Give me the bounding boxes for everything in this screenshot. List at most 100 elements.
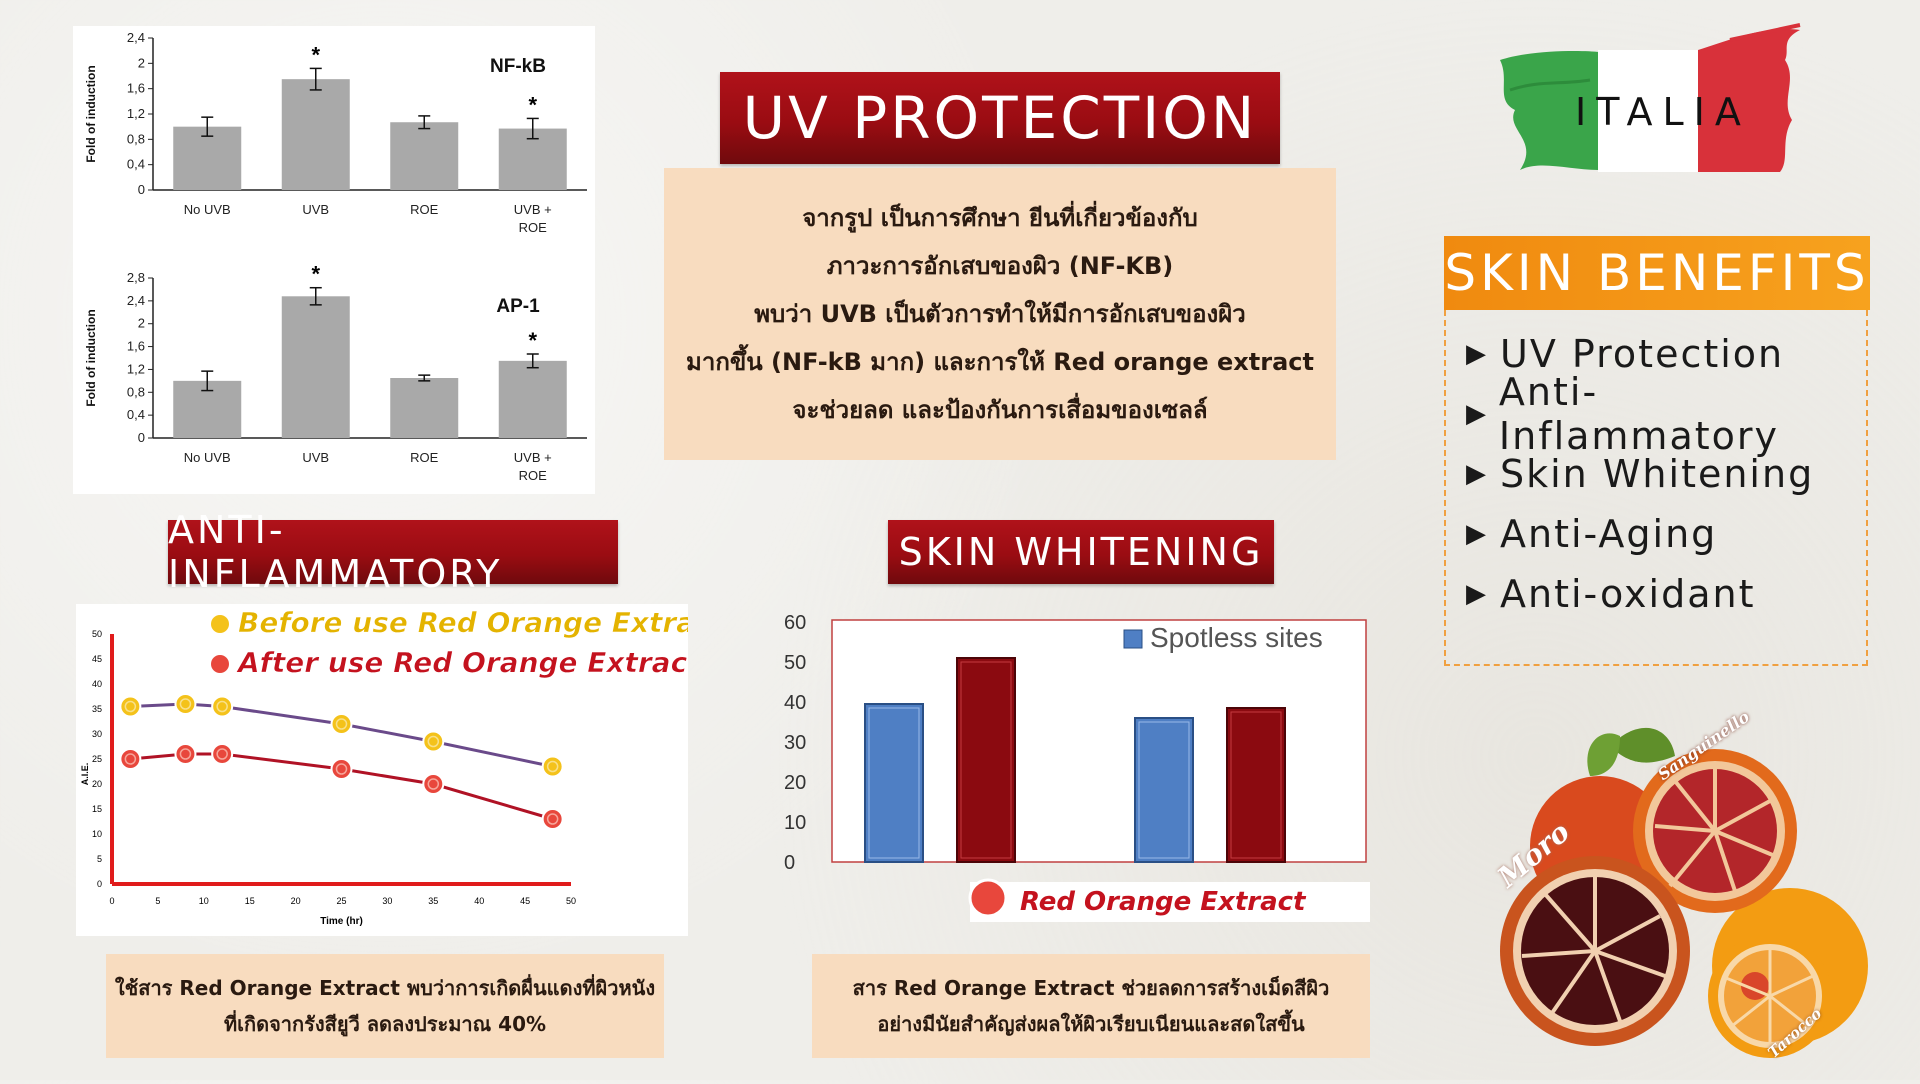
- bar: [864, 703, 924, 863]
- uv-protection-text-box: จากรูป เป็นการศึกษา ยีนที่เกี่ยวข้องกับภ…: [664, 168, 1336, 460]
- nfkb-ap1-chart-panel: 0 0,4 0,8 1,2 1,6 2 2,4 Fold of induction NF-kB N…: [73, 26, 595, 494]
- uv-protection-line: จากรูป เป็นการศึกษา ยีนที่เกี่ยวข้องกับ: [802, 204, 1198, 232]
- orange-slice-icon: [968, 878, 1008, 918]
- y-tick-label: 1,6: [127, 339, 145, 354]
- data-point-ring: [216, 700, 228, 713]
- triangle-bullet-icon: ▶: [1466, 399, 1488, 429]
- data-point-ring: [179, 748, 192, 760]
- category-label: UVB +: [514, 202, 552, 217]
- category-label: ROE: [410, 202, 439, 217]
- data-point: [541, 755, 564, 778]
- data-point-ring: [124, 753, 137, 765]
- x-tick-label: 50: [566, 896, 576, 906]
- y-tick-label: 2,8: [127, 270, 145, 285]
- benefit-label: UV Protection: [1500, 332, 1785, 376]
- category-label: ROE: [519, 220, 548, 235]
- x-tick-label: 35: [428, 896, 438, 906]
- y-tick-label: 0: [97, 879, 102, 889]
- data-point-ring: [216, 748, 228, 760]
- skin-whitening-caption: สาร Red Orange Extract ช่วยลดการสร้างเม็…: [812, 954, 1370, 1058]
- data-point: [422, 773, 445, 795]
- uv-protection-line: พบว่า UVB เป็นตัวการทำให้มีการอักเสบของผ…: [754, 300, 1246, 328]
- legend-marker: [209, 613, 231, 635]
- data-point: [541, 808, 564, 830]
- skin-whitening-title: SKIN WHITENING: [888, 520, 1274, 584]
- significance-marker: *: [528, 92, 537, 117]
- bar-chart-0: 0 0,4 0,8 1,2 1,6 2 2,4 Fold of induction NF-kB N…: [84, 30, 587, 235]
- category-label: UVB: [302, 450, 329, 465]
- footer-band: [970, 882, 1370, 922]
- y-tick-label: 0,8: [127, 384, 145, 399]
- data-point: [211, 695, 234, 718]
- y-tick-label: 1,6: [127, 81, 145, 96]
- uv-protection-title: UV PROTECTION: [720, 72, 1280, 164]
- y-tick-label: 45: [92, 654, 102, 664]
- benefit-item: ▶ Anti-oxidant: [1466, 564, 1866, 624]
- y-tick-label: 25: [92, 754, 102, 764]
- bar: [1226, 707, 1286, 863]
- y-tick-label: 40: [784, 692, 806, 714]
- skin-whitening-caption-lines: สาร Red Orange Extract ช่วยลดการสร้างเม็…: [812, 970, 1370, 1042]
- y-tick-label: 30: [92, 729, 102, 739]
- data-point: [119, 695, 142, 718]
- x-tick-label: 15: [245, 896, 255, 906]
- y-axis-label: Fold of induction: [84, 65, 98, 162]
- benefit-item: ▶ Anti-Inflammatory: [1466, 370, 1866, 458]
- y-tick-label: 15: [92, 804, 102, 814]
- anti-inflammatory-caption-line: ใช้สาร Red Orange Extract พบว่าการเกิดผื…: [114, 976, 656, 1000]
- x-tick-label: 45: [520, 896, 530, 906]
- y-tick-label: 0,4: [127, 407, 145, 422]
- skin-whitening-bar-chart: 0 10 20 30 40 50 60 Spotless sites Red Orange Ex…: [784, 612, 1370, 922]
- y-tick-label: 50: [784, 652, 806, 674]
- uv-protection-line: มากขึ้น (NF-kB มาก) และการให้ Red orange…: [686, 348, 1314, 376]
- y-tick-label: 2: [138, 55, 145, 70]
- legend-label: Spotless sites: [1150, 622, 1323, 653]
- bar: [498, 360, 567, 438]
- x-tick-label: 20: [291, 896, 301, 906]
- bar: [173, 126, 242, 190]
- significance-marker: *: [311, 42, 320, 67]
- y-tick-label: 20: [784, 772, 806, 794]
- legend-marker: [209, 653, 231, 675]
- skin-benefits-title: SKIN BENEFITS: [1444, 236, 1870, 310]
- skin-whitening-caption-line: อย่างมีนัยสำคัญส่งผลให้ผิวเรียบเนียนและส…: [877, 1012, 1305, 1036]
- uv-protection-line: จะช่วยลด และป้องกันการเสื่อมของเซลล์: [792, 396, 1208, 424]
- x-tick-label: 25: [336, 896, 346, 906]
- anti-inflammatory-chart-panel: 0 5 10 15 20 25 30 35 40 45 50 0 5 10 15 20 25 30 35 40 45 50…: [76, 604, 727, 936]
- y-tick-label: 30: [784, 732, 806, 754]
- italia-brush-flag: [1500, 23, 1801, 173]
- benefit-label: Skin Whitening: [1500, 452, 1815, 496]
- y-tick-label: 0,8: [127, 131, 145, 146]
- bar: [281, 296, 350, 438]
- data-point-ring: [546, 760, 559, 773]
- data-point-ring: [546, 813, 559, 825]
- skin-whitening-chart-area: 0 10 20 30 40 50 60 Spotless sites Red Orange Ex…: [770, 604, 1370, 924]
- x-tick-label: 40: [474, 896, 484, 906]
- y-tick-label: 5: [97, 854, 102, 864]
- y-tick-label: 0: [138, 430, 145, 445]
- data-point-ring: [335, 763, 348, 775]
- y-axis-label: A.I.E.: [80, 763, 90, 786]
- x-tick-label: 10: [199, 896, 209, 906]
- bar-bevel: [868, 707, 920, 859]
- category-label: No UVB: [184, 202, 231, 217]
- uv-protection-line: ภาวะการอักเสบของผิว (NF-KB): [826, 252, 1174, 280]
- nfkb-ap1-charts: 0 0,4 0,8 1,2 1,6 2 2,4 Fold of induction NF-kB N…: [84, 30, 587, 483]
- data-point: [119, 748, 142, 770]
- x-tick-label: 5: [155, 896, 160, 906]
- skin-whitening-caption-line: สาร Red Orange Extract ช่วยลดการสร้างเม็…: [852, 976, 1330, 1000]
- data-point: [422, 730, 445, 753]
- category-label: ROE: [410, 450, 439, 465]
- y-tick-label: 1,2: [127, 106, 145, 121]
- footer-label: Red Orange Extract: [1020, 887, 1307, 917]
- y-tick-label: 0: [784, 852, 795, 874]
- bar-chart-1: 0 0,4 0,8 1,2 1,6 2 2,4 2,8 Fold of induction AP-…: [84, 262, 587, 483]
- y-tick-label: 1,2: [127, 361, 145, 376]
- bar: [956, 657, 1016, 863]
- anti-inflammatory-caption-lines: ใช้สาร Red Orange Extract พบว่าการเกิดผื…: [106, 970, 664, 1042]
- legend-label: After use Red Orange Extract: [236, 646, 688, 679]
- benefit-item: ▶ UV Protection: [1466, 324, 1866, 384]
- whitening-chart: 0 10 20 30 40 50 60 Spotless sites Red Orange Ex…: [784, 612, 1370, 922]
- blood-oranges-image: Moro Sanguinello Tarocco: [1470, 706, 1890, 1080]
- italia-label: ITALIA: [1575, 90, 1751, 134]
